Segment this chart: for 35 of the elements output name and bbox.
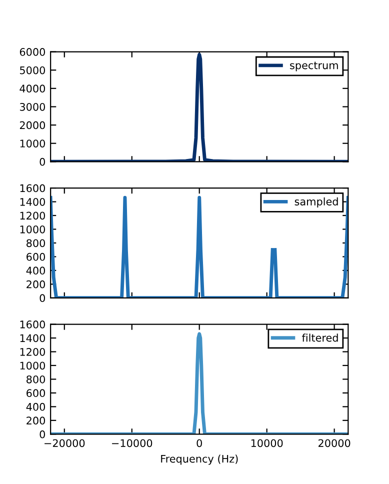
y-tick-label: 1600 <box>20 320 46 328</box>
x-tick-label: 0 <box>196 439 202 448</box>
y-tick-label: 600 <box>26 389 46 398</box>
y-tick-label: 200 <box>26 416 46 425</box>
y-tick-label: 6000 <box>20 48 46 56</box>
y-tick-label: 400 <box>26 402 46 411</box>
legend-label: spectrum <box>290 62 338 72</box>
legend-label: filtered <box>302 334 338 342</box>
y-tick-label: 3000 <box>20 102 46 111</box>
x-tick-label: 10000 <box>251 439 283 448</box>
y-tick-label: 800 <box>26 375 46 384</box>
y-tick-label: 1200 <box>20 212 46 220</box>
y-tick-label: 1400 <box>20 334 46 342</box>
legend-label: sampled <box>294 197 338 208</box>
y-tick-label: 1000 <box>20 225 46 234</box>
y-tick-label: 0 <box>40 294 46 302</box>
line-series <box>50 52 348 162</box>
y-tick-label: 4000 <box>20 84 46 93</box>
y-tick-label: 2000 <box>20 121 46 130</box>
y-tick-label: 0 <box>40 158 46 166</box>
y-tick-label: 800 <box>26 239 46 248</box>
y-tick-label: 400 <box>26 266 46 275</box>
y-tick-label: 600 <box>26 252 46 261</box>
y-tick-label: 1000 <box>20 140 46 148</box>
x-axis-title: Frequency (Hz) <box>161 454 238 465</box>
y-tick-label: 1400 <box>20 198 46 206</box>
x-tick-label: −10000 <box>112 439 152 448</box>
x-tick-label: 20000 <box>318 439 350 448</box>
y-tick-label: 200 <box>26 280 46 288</box>
y-tick-label: 1200 <box>20 348 46 356</box>
y-tick-label: 1600 <box>20 184 46 192</box>
y-tick-label: 5000 <box>20 66 46 74</box>
y-tick-label: 1000 <box>20 362 46 370</box>
y-tick-label: 0 <box>40 430 46 438</box>
x-tick-label: −20000 <box>44 439 85 448</box>
